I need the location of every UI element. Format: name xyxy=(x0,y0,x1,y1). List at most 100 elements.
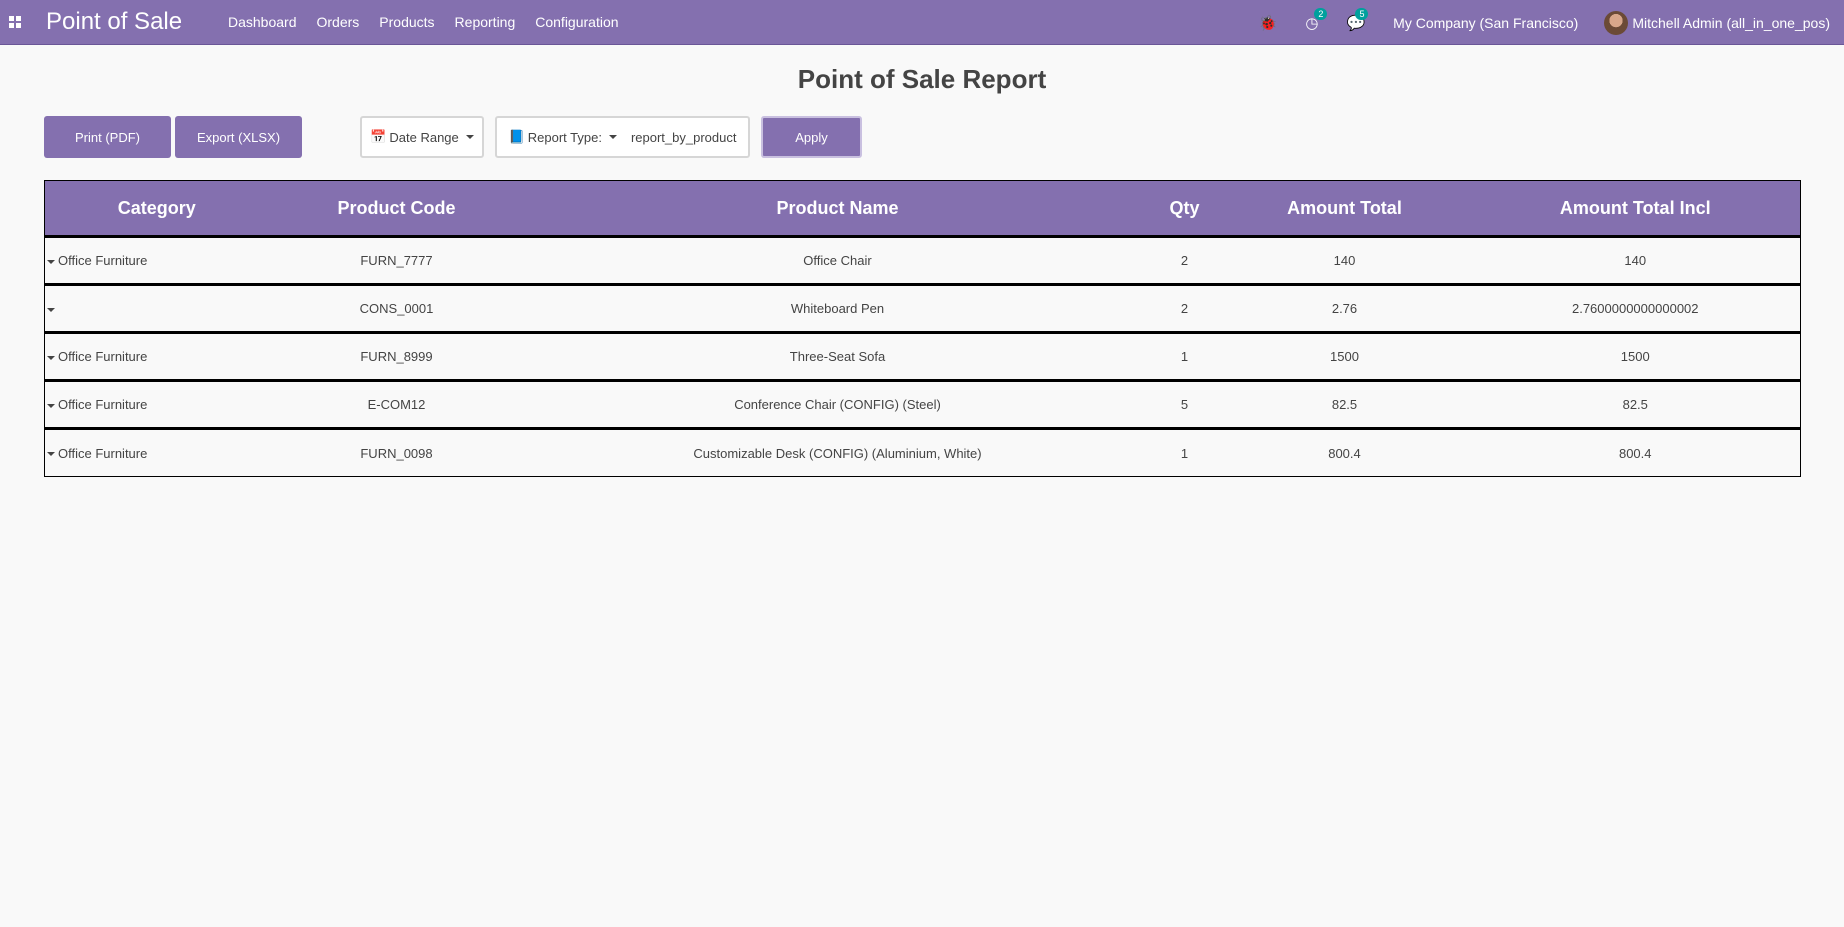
header-amount-total-incl: Amount Total Incl xyxy=(1470,180,1801,237)
cell-product-name: Whiteboard Pen xyxy=(524,283,1151,333)
header-qty: Qty xyxy=(1150,180,1219,237)
bug-icon[interactable]: 🐞 xyxy=(1258,14,1278,32)
cell-amount-total: 82.5 xyxy=(1218,379,1471,429)
cell-category: Office Furniture xyxy=(44,427,269,477)
category-text: Office Furniture xyxy=(58,349,148,364)
product-code-text: FURN_7777 xyxy=(360,253,433,268)
calendar-icon: 📅 xyxy=(370,129,387,144)
product-name-text: Conference Chair (CONFIG) (Steel) xyxy=(734,397,941,412)
product-code-text: FURN_0098 xyxy=(360,445,433,461)
caret-down-icon xyxy=(608,135,617,139)
top-navbar: Point of Sale Dashboard Orders Products … xyxy=(0,0,1844,45)
cell-product-code: FURN_0098 xyxy=(268,427,525,477)
cell-category: Office Furniture xyxy=(44,331,269,381)
report-table: Category Product Code Product Name Qty A… xyxy=(44,180,1801,477)
cell-amount-total-incl: 1500 xyxy=(1470,331,1801,381)
menu-configuration[interactable]: Configuration xyxy=(535,14,619,30)
book-icon: 📘 xyxy=(508,129,525,144)
header-category: Category xyxy=(44,180,269,237)
cell-product-name: Three-Seat Sofa xyxy=(524,331,1151,381)
cell-product-name: Customizable Desk (CONFIG) (Aluminium, W… xyxy=(524,427,1151,477)
report-type-dropdown[interactable]: 📘 Report Type: report_by_product xyxy=(495,116,750,158)
caret-down-icon xyxy=(465,135,474,139)
apps-menu-icon[interactable] xyxy=(9,16,21,28)
cell-qty: 2 xyxy=(1150,235,1219,285)
qty-text: 1 xyxy=(1180,445,1189,461)
cell-qty: 5 xyxy=(1150,379,1219,429)
table-row[interactable]: CONS_0001 Whiteboard Pen 2 2.76 2.7600000000… xyxy=(44,283,1801,333)
cell-category xyxy=(44,283,269,333)
cell-category: Office Furniture xyxy=(44,379,269,429)
amount-total-incl-text: 2.7600000000000002 xyxy=(1571,301,1699,316)
app-title[interactable]: Point of Sale xyxy=(46,8,183,35)
amount-total-text: 1500 xyxy=(1330,349,1359,364)
cell-qty: 2 xyxy=(1150,283,1219,333)
product-name-text: Customizable Desk (CONFIG) (Aluminium, W… xyxy=(693,445,982,461)
caret-down-icon[interactable] xyxy=(47,355,55,360)
main-menu: Dashboard Orders Products Reporting Conf… xyxy=(228,14,639,30)
table-row[interactable]: Office Furniture FURN_0098 Customizable De… xyxy=(44,427,1801,477)
menu-products[interactable]: Products xyxy=(379,14,435,30)
table-row[interactable]: Office Furniture FURN_8999 Three-Seat Sofa… xyxy=(44,331,1801,381)
qty-text: 2 xyxy=(1180,253,1189,268)
cell-amount-total-incl: 82.5 xyxy=(1470,379,1801,429)
cell-amount-total: 800.4 xyxy=(1218,427,1471,477)
product-code-text: FURN_8999 xyxy=(360,349,433,364)
cell-product-code: CONS_0001 xyxy=(268,283,525,333)
category-text: Office Furniture xyxy=(58,397,148,412)
messages-badge: 5 xyxy=(1355,7,1369,20)
date-range-label: Date Range xyxy=(389,129,459,145)
apply-button[interactable]: Apply xyxy=(761,116,862,158)
header-product-code: Product Code xyxy=(268,180,525,237)
product-name-text: Whiteboard Pen xyxy=(790,301,885,316)
caret-down-icon[interactable] xyxy=(47,259,55,264)
export-xlsx-button[interactable]: Export (XLSX) xyxy=(175,116,302,158)
caret-down-icon[interactable] xyxy=(47,403,55,408)
product-name-text: Office Chair xyxy=(803,253,872,268)
amount-total-text: 2.76 xyxy=(1331,301,1358,316)
amount-total-text: 140 xyxy=(1333,253,1356,268)
qty-text: 5 xyxy=(1180,397,1189,412)
company-switcher[interactable]: My Company (San Francisco) xyxy=(1393,14,1579,31)
product-code-text: E-COM12 xyxy=(367,397,426,412)
menu-reporting[interactable]: Reporting xyxy=(454,14,516,30)
product-code-text: CONS_0001 xyxy=(359,301,434,316)
table-row[interactable]: Office Furniture E-COM12 Conference Chair … xyxy=(44,379,1801,429)
cell-qty: 1 xyxy=(1150,427,1219,477)
cell-product-code: E-COM12 xyxy=(268,379,525,429)
activity-clock-icon[interactable]: ◷ 2 xyxy=(1305,7,1328,32)
cell-product-code: FURN_7777 xyxy=(268,235,525,285)
table-row[interactable]: Office Furniture FURN_7777 Office Chair 2 14… xyxy=(44,235,1801,285)
category-text: Office Furniture xyxy=(58,445,148,461)
caret-down-icon[interactable] xyxy=(47,307,55,312)
date-range-dropdown[interactable]: 📅 Date Range xyxy=(360,116,484,158)
report-type-label: Report Type: xyxy=(527,129,602,145)
category-text: Office Furniture xyxy=(58,253,148,268)
menu-dashboard[interactable]: Dashboard xyxy=(228,14,297,30)
print-pdf-button[interactable]: Print (PDF) xyxy=(44,116,171,158)
cell-amount-total-incl: 2.7600000000000002 xyxy=(1470,283,1801,333)
menu-orders[interactable]: Orders xyxy=(316,14,360,30)
header-product-name: Product Name xyxy=(524,180,1151,237)
cell-amount-total: 1500 xyxy=(1218,331,1471,381)
amount-total-incl-text: 82.5 xyxy=(1622,397,1648,412)
user-menu[interactable]: Mitchell Admin (all_in_one_pos) xyxy=(1632,14,1830,31)
cell-product-code: FURN_8999 xyxy=(268,331,525,381)
qty-text: 1 xyxy=(1180,349,1189,364)
page-title: Point of Sale Report xyxy=(797,64,1047,94)
amount-total-incl-text: 800.4 xyxy=(1618,445,1652,461)
messages-icon[interactable]: 💬 5 xyxy=(1346,7,1369,32)
caret-down-icon[interactable] xyxy=(47,452,55,457)
cell-qty: 1 xyxy=(1150,331,1219,381)
cell-product-name: Office Chair xyxy=(524,235,1151,285)
amount-total-text: 800.4 xyxy=(1328,445,1361,461)
cell-amount-total-incl: 140 xyxy=(1470,235,1801,285)
cell-product-name: Conference Chair (CONFIG) (Steel) xyxy=(524,379,1151,429)
header-amount-total: Amount Total xyxy=(1218,180,1471,237)
amount-total-incl-text: 1500 xyxy=(1620,349,1650,364)
amount-total-text: 82.5 xyxy=(1331,397,1358,412)
report-type-value: report_by_product xyxy=(630,129,737,145)
cell-amount-total: 2.76 xyxy=(1218,283,1471,333)
avatar[interactable] xyxy=(1604,10,1629,35)
qty-text: 2 xyxy=(1180,301,1189,316)
